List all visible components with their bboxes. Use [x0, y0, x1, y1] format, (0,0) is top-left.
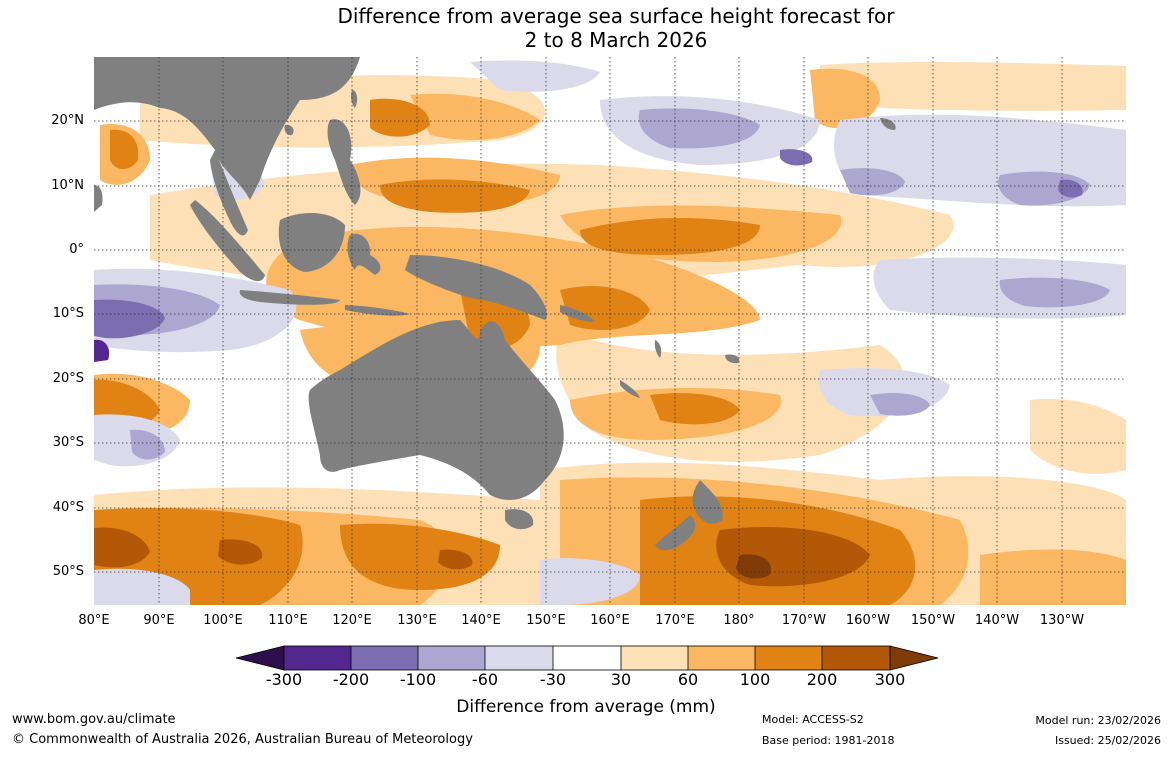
tasmania: [505, 509, 534, 530]
legend-title: Difference from average (mm): [456, 697, 716, 717]
philippines: [327, 119, 361, 205]
lat-label-30s: 30°S: [52, 435, 84, 450]
java: [239, 290, 340, 305]
new-caledonia: [620, 380, 640, 398]
new-guinea: [405, 255, 547, 320]
sumatra: [190, 200, 265, 282]
lon-label-150e: 150°E: [526, 613, 566, 628]
sea-surface-height-map: [94, 57, 1126, 605]
lon-label-110e: 110°E: [268, 613, 308, 628]
hainan: [284, 124, 294, 136]
lon-label-160e: 160°E: [590, 613, 630, 628]
fiji: [725, 354, 740, 364]
australia: [308, 320, 564, 500]
legend-tick-minus-30: -30: [539, 670, 567, 689]
lon-label-90e: 90°E: [143, 613, 175, 628]
lat-label-10s: 10°S: [52, 306, 84, 321]
lat-label-20s: 20°S: [52, 371, 84, 386]
legend-tick-minus-300: -300: [265, 670, 303, 689]
lon-label-130w: 130°W: [1039, 613, 1085, 628]
legend-tick-200: 200: [806, 670, 838, 689]
sri-lanka: [94, 185, 103, 212]
hawaii: [880, 118, 896, 130]
new-zealand-north: [692, 480, 723, 524]
india-tip: [94, 57, 160, 100]
base-period: Base period: 1981-2018: [762, 734, 895, 747]
lon-label-160w: 160°W: [845, 613, 891, 628]
solomon-islands: [560, 305, 595, 322]
land-masses: [94, 57, 896, 551]
lon-label-140w: 140°W: [974, 613, 1020, 628]
legend-tick-minus-60: -60: [471, 670, 499, 689]
title-line-2: 2 to 8 March 2026: [524, 28, 708, 52]
title-line-1: Difference from average sea surface heig…: [337, 4, 895, 28]
nusa-tenggara: [345, 305, 410, 316]
model-name: Model: ACCESS-S2: [762, 713, 864, 726]
malay-peninsula: [210, 150, 248, 236]
lat-label-10n: 10°N: [51, 178, 84, 193]
lat-label-40s: 40°S: [52, 500, 84, 515]
lon-label-180: 180°: [723, 613, 755, 628]
lon-label-120e: 120°E: [332, 613, 372, 628]
lon-label-130e: 130°E: [397, 613, 437, 628]
map-title: Difference from average sea surface heig…: [0, 4, 1173, 52]
legend-tick-300: 300: [874, 670, 906, 689]
vanuatu: [654, 340, 662, 358]
lon-label-140e: 140°E: [461, 613, 501, 628]
lat-label-20n: 20°N: [51, 113, 84, 128]
copyright-notice: © Commonwealth of Australia 2026, Austra…: [12, 732, 473, 747]
lon-label-80e: 80°E: [78, 613, 110, 628]
bom-website-link[interactable]: www.bom.gov.au/climate: [12, 712, 176, 727]
legend-tick-minus-100: -100: [399, 670, 437, 689]
lon-label-170e: 170°E: [655, 613, 695, 628]
lat-label-0: 0°: [69, 242, 84, 257]
taiwan: [351, 90, 358, 108]
lon-label-170w: 170°W: [781, 613, 827, 628]
new-zealand-south: [655, 515, 696, 551]
legend-tick-100: 100: [739, 670, 771, 689]
borneo: [278, 213, 345, 272]
graticule: [94, 57, 1126, 605]
legend-tick-30: 30: [610, 670, 632, 689]
asia-mainland: [94, 57, 360, 200]
issued-date: Issued: 25/02/2026: [1054, 734, 1161, 747]
lon-label-100e: 100°E: [203, 613, 243, 628]
legend-tick-minus-200: -200: [332, 670, 370, 689]
lat-label-50s: 50°S: [52, 564, 84, 579]
model-run-date: Model run: 23/02/2026: [1035, 714, 1161, 727]
lon-label-150w: 150°W: [910, 613, 956, 628]
sulawesi: [347, 233, 381, 275]
legend-tick-60: 60: [677, 670, 699, 689]
